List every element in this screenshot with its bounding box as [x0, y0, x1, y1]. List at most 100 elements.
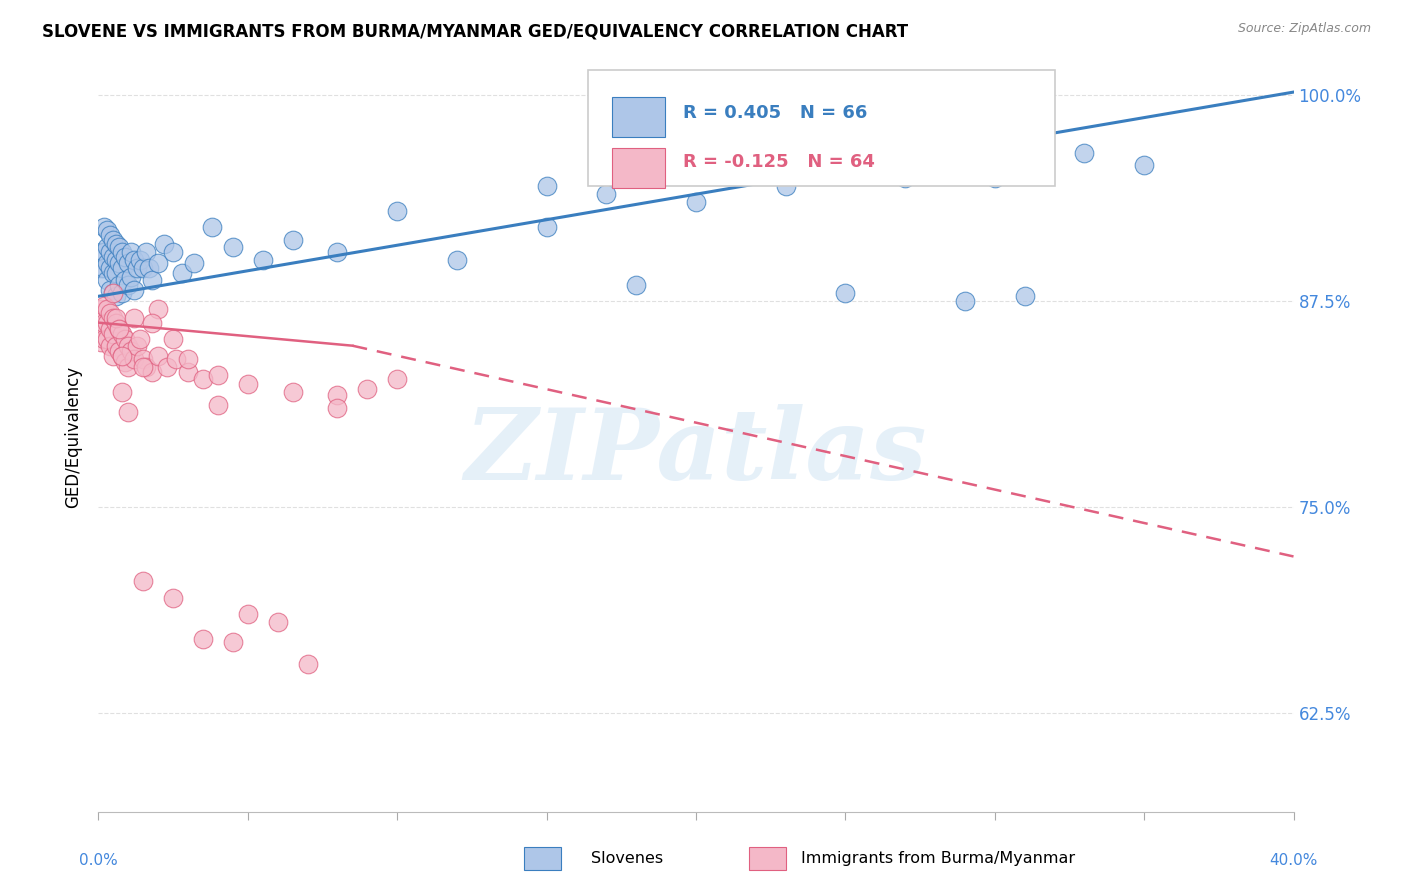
- Point: [135, 360, 157, 375]
- Point: [191, 371, 214, 385]
- Point: [93, 316, 115, 330]
- Text: R = 0.405   N = 66: R = 0.405 N = 66: [683, 103, 868, 121]
- Point: [129, 332, 152, 346]
- FancyBboxPatch shape: [613, 97, 665, 137]
- Point: [222, 240, 245, 254]
- Point: [536, 178, 558, 193]
- Point: [103, 327, 125, 342]
- Text: SLOVENE VS IMMIGRANTS FROM BURMA/MYANMAR GED/EQUIVALENCY CORRELATION CHART: SLOVENE VS IMMIGRANTS FROM BURMA/MYANMAR…: [42, 22, 908, 40]
- Point: [105, 289, 128, 303]
- Point: [108, 343, 131, 358]
- Point: [98, 322, 122, 336]
- Point: [90, 302, 112, 317]
- Point: [114, 332, 136, 346]
- Point: [156, 360, 179, 375]
- Point: [129, 253, 152, 268]
- Point: [148, 349, 170, 363]
- Point: [626, 277, 648, 292]
- Point: [1073, 146, 1095, 161]
- Point: [105, 236, 128, 251]
- Point: [93, 261, 115, 276]
- Point: [132, 360, 155, 375]
- Point: [162, 244, 184, 259]
- Point: [117, 339, 139, 353]
- Point: [1014, 289, 1036, 303]
- Point: [96, 273, 118, 287]
- Point: [183, 256, 205, 270]
- Point: [267, 615, 290, 630]
- Point: [90, 335, 112, 350]
- Point: [96, 223, 118, 237]
- Point: [98, 261, 122, 276]
- Point: [953, 294, 976, 309]
- Point: [356, 382, 378, 396]
- Point: [103, 349, 125, 363]
- Point: [90, 261, 112, 276]
- Point: [595, 187, 617, 202]
- Y-axis label: GED/Equivalency: GED/Equivalency: [65, 366, 83, 508]
- Point: [297, 657, 319, 671]
- Point: [96, 256, 118, 270]
- Point: [252, 253, 274, 268]
- Point: [111, 327, 134, 342]
- Point: [1133, 157, 1156, 171]
- Point: [114, 250, 136, 264]
- Point: [894, 170, 917, 185]
- Point: [120, 343, 142, 358]
- Text: R = -0.125   N = 64: R = -0.125 N = 64: [683, 153, 875, 171]
- Text: Immigrants from Burma/Myanmar: Immigrants from Burma/Myanmar: [801, 851, 1076, 865]
- Point: [98, 228, 122, 243]
- Point: [105, 339, 128, 353]
- Point: [105, 310, 128, 325]
- Point: [124, 283, 146, 297]
- Point: [446, 253, 468, 268]
- Point: [172, 266, 194, 280]
- Point: [108, 256, 131, 270]
- Point: [124, 310, 146, 325]
- Point: [103, 285, 125, 300]
- Point: [111, 244, 134, 259]
- Point: [98, 339, 122, 353]
- Point: [385, 203, 409, 218]
- Point: [90, 244, 112, 259]
- Point: [103, 266, 125, 280]
- Point: [120, 244, 142, 259]
- Point: [281, 233, 304, 247]
- Point: [132, 574, 155, 589]
- Point: [201, 220, 224, 235]
- Point: [111, 261, 134, 276]
- FancyBboxPatch shape: [589, 70, 1054, 186]
- Point: [105, 253, 128, 268]
- Point: [105, 316, 128, 330]
- Text: 0.0%: 0.0%: [79, 853, 118, 868]
- Point: [103, 310, 125, 325]
- Point: [120, 269, 142, 284]
- Point: [132, 261, 155, 276]
- Point: [222, 635, 245, 649]
- Point: [385, 371, 409, 385]
- Point: [207, 368, 229, 383]
- Point: [98, 283, 122, 297]
- Point: [148, 256, 170, 270]
- Text: 40.0%: 40.0%: [1270, 853, 1317, 868]
- Point: [236, 376, 259, 391]
- Point: [108, 322, 131, 336]
- Point: [93, 299, 115, 313]
- Point: [135, 244, 157, 259]
- Point: [98, 244, 122, 259]
- Point: [141, 316, 163, 330]
- Text: Source: ZipAtlas.com: Source: ZipAtlas.com: [1237, 22, 1371, 36]
- Point: [117, 277, 139, 292]
- Point: [141, 273, 163, 287]
- Point: [111, 285, 134, 300]
- Point: [111, 349, 134, 363]
- Point: [191, 632, 214, 646]
- Point: [148, 302, 170, 317]
- Point: [326, 401, 349, 416]
- Point: [984, 170, 1007, 185]
- Point: [326, 244, 349, 259]
- Point: [93, 244, 115, 259]
- Point: [105, 266, 128, 280]
- Point: [98, 306, 122, 320]
- Point: [103, 250, 125, 264]
